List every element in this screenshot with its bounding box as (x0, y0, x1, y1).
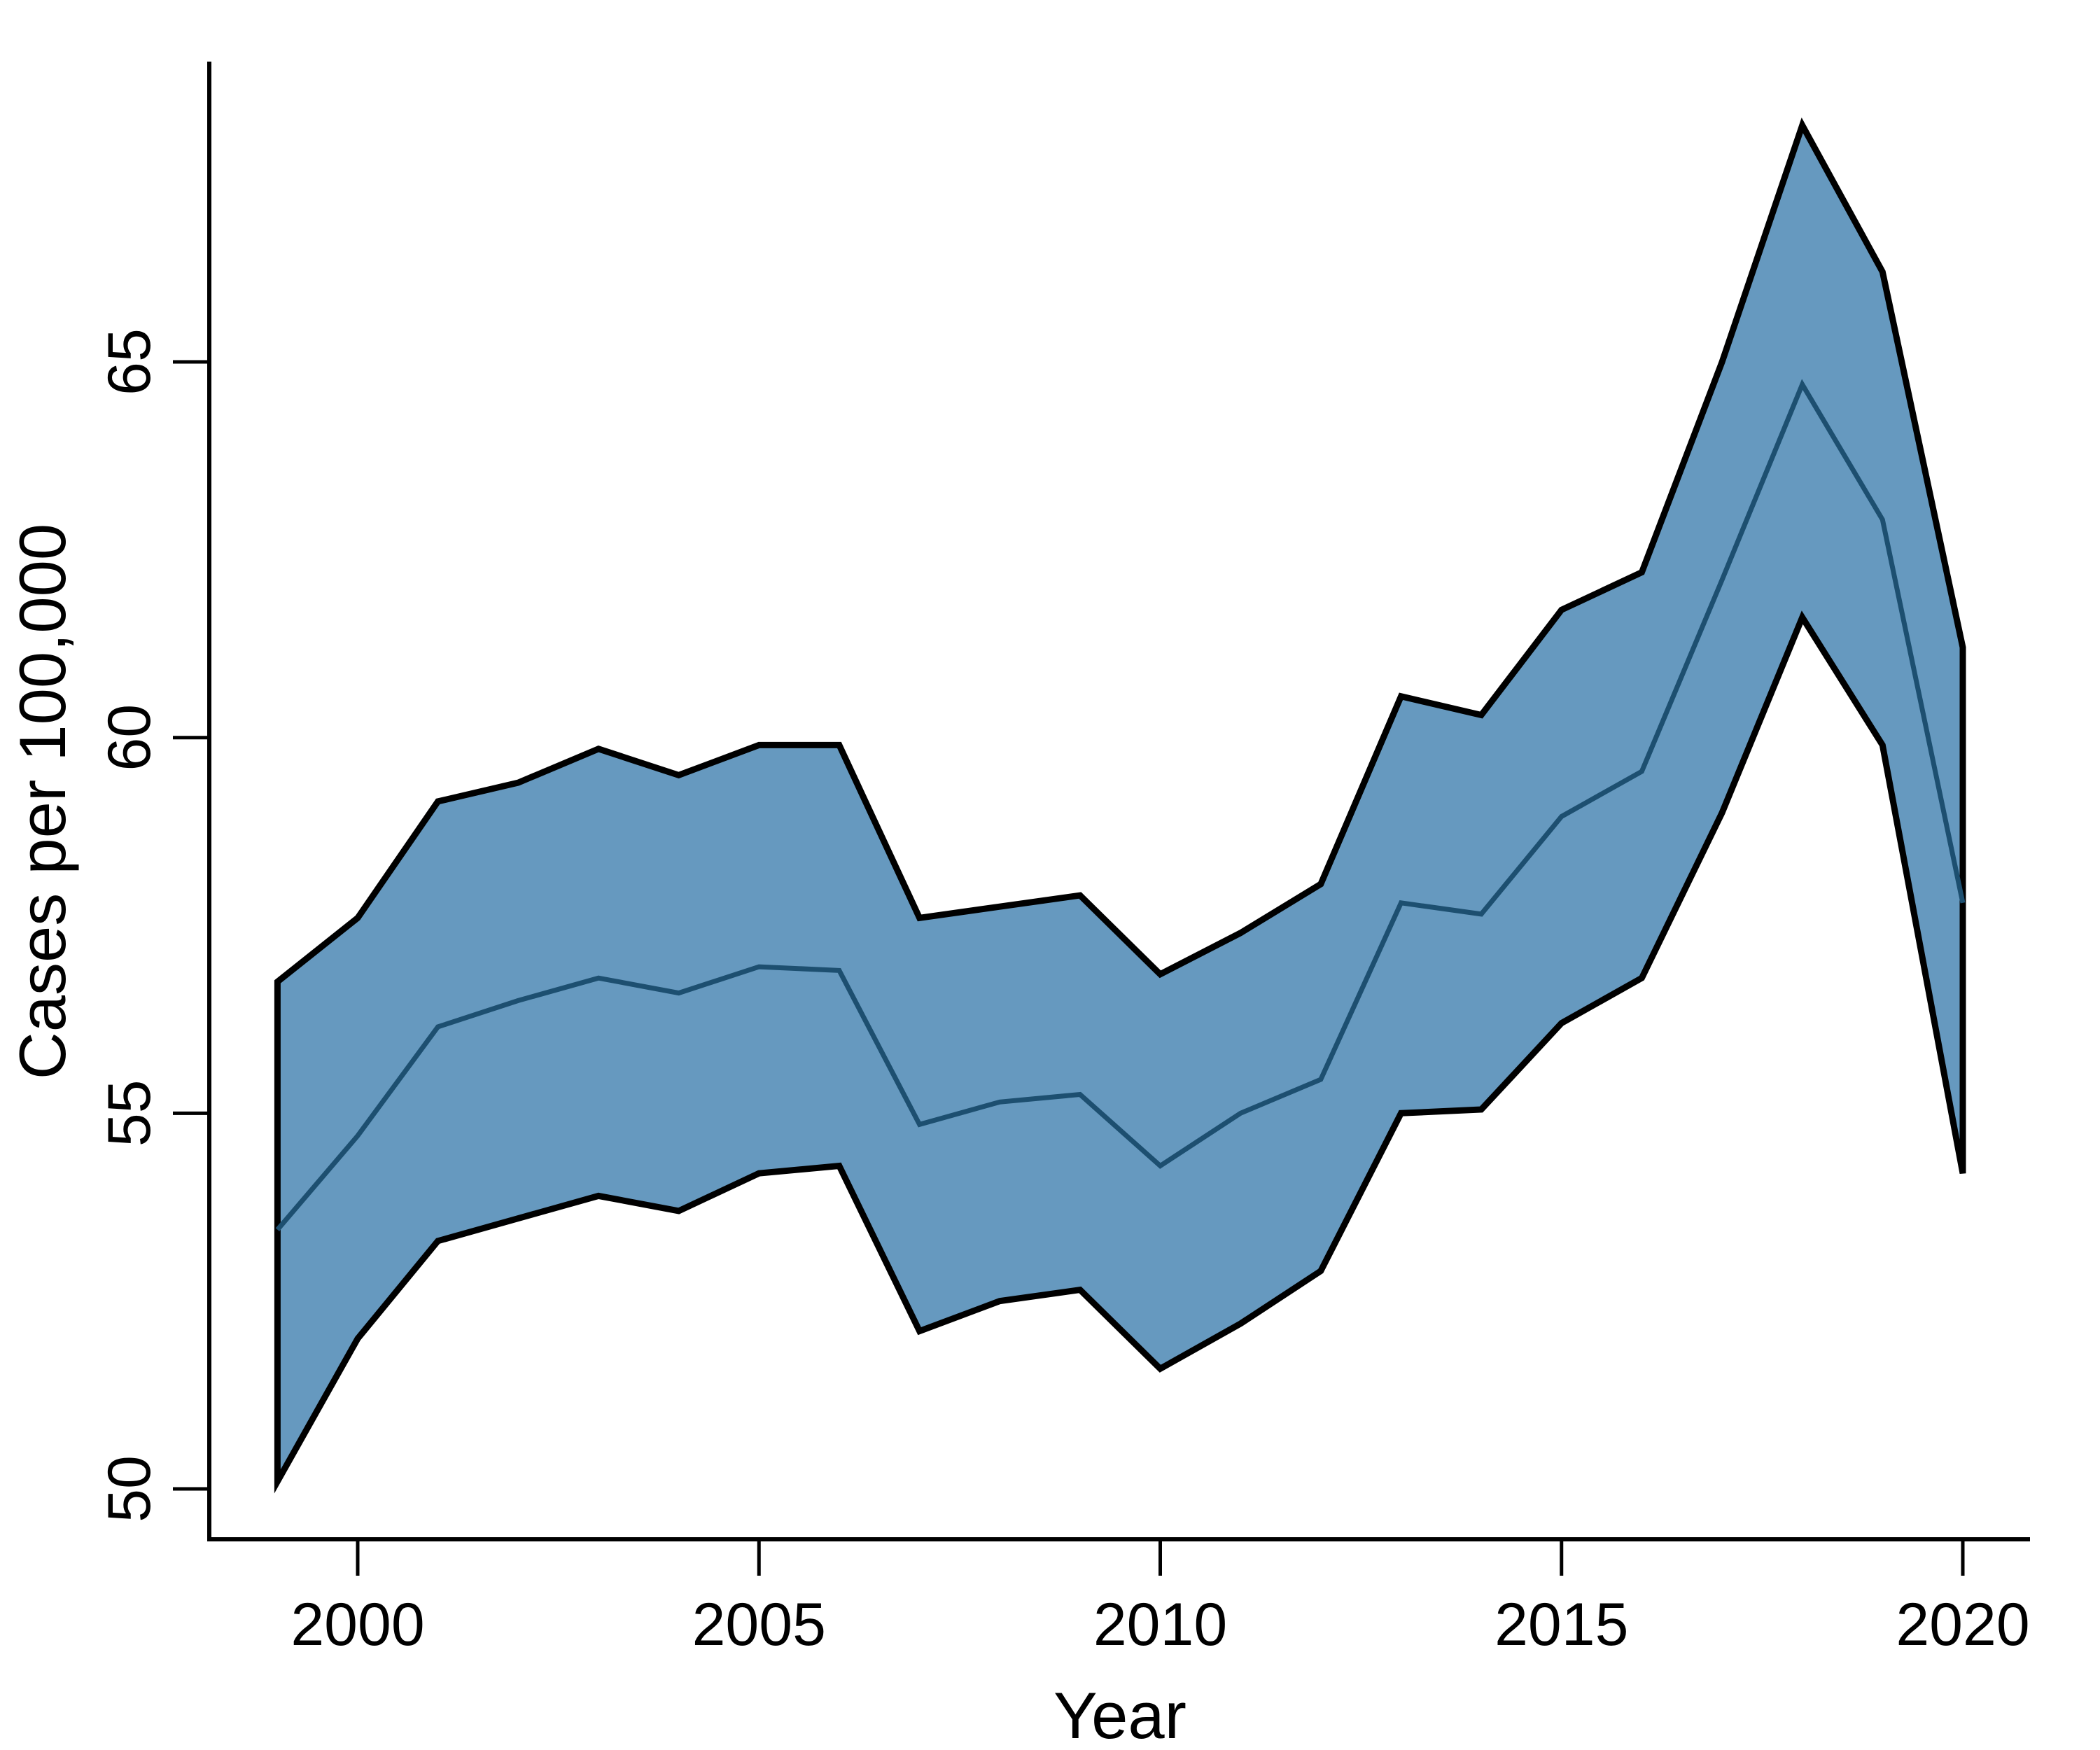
x-axis-title: Year (1054, 1679, 1186, 1750)
x-tick-label: 2020 (1896, 1591, 2029, 1658)
x-tick-label: 2015 (1494, 1591, 1628, 1658)
axes-group: 50 55 60 65 2000 2005 2010 2015 2020 (96, 62, 2030, 1658)
x-tick-label: 2000 (290, 1591, 424, 1658)
y-axis-title: Cases per 100,000 (6, 524, 79, 1079)
confidence-band (274, 117, 1966, 1494)
x-tick-label: 2010 (1093, 1591, 1227, 1658)
y-tick-label: 50 (96, 1455, 163, 1522)
y-tick-label: 60 (96, 704, 163, 771)
x-tick-label: 2005 (692, 1591, 826, 1658)
y-tick-label: 55 (96, 1080, 163, 1147)
y-tick-label: 65 (96, 328, 163, 396)
estimate-line (275, 379, 1966, 1231)
band-group (274, 117, 1966, 1494)
